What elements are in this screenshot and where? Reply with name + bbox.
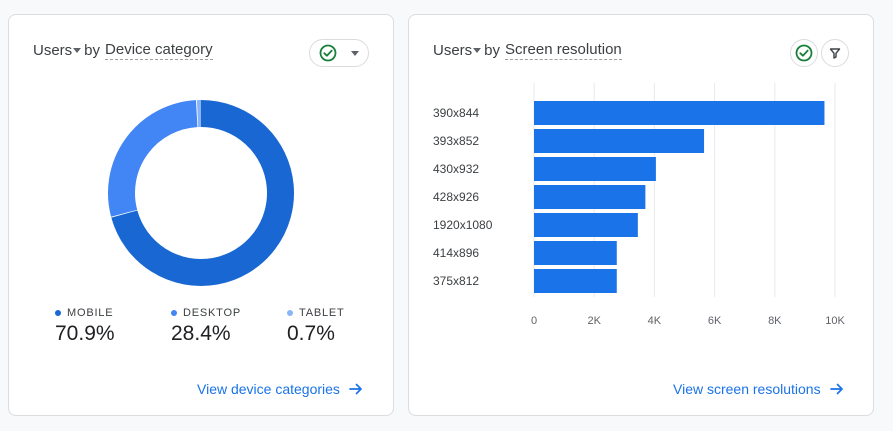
- legend-label: DESKTOP: [183, 307, 241, 319]
- arrow-right-icon: [830, 382, 844, 396]
- bar[interactable]: [534, 185, 645, 209]
- category-label: 1920x1080: [433, 218, 493, 232]
- bar[interactable]: [534, 157, 656, 181]
- bar[interactable]: [534, 241, 617, 265]
- x-tick-label: 10K: [825, 315, 845, 327]
- legend-item-tablet: TABLET 0.7%: [287, 307, 397, 346]
- screen-resolution-card: Users by Screen resolution 0 2K 4K 6K 8K 10K 3…: [408, 14, 874, 416]
- legend-label: MOBILE: [67, 307, 113, 319]
- arrow-right-icon: [349, 382, 363, 396]
- donut-slice-desktop[interactable]: [122, 114, 197, 214]
- view-screen-resolutions-link[interactable]: View screen resolutions: [673, 381, 844, 397]
- legend-label: TABLET: [299, 307, 345, 319]
- view-device-categories-link[interactable]: View device categories: [197, 381, 363, 397]
- dimension-selector[interactable]: Device category: [105, 41, 213, 60]
- x-tick-label: 6K: [708, 315, 722, 327]
- bar[interactable]: [534, 101, 824, 125]
- category-label: 428x926: [433, 190, 479, 204]
- check-circle-icon: [319, 44, 337, 62]
- bar[interactable]: [534, 269, 617, 293]
- x-tick-label: 0: [531, 315, 537, 327]
- category-label: 390x844: [433, 106, 479, 120]
- donut-chart: [107, 99, 295, 287]
- bar[interactable]: [534, 213, 638, 237]
- x-tick-label: 4K: [648, 315, 662, 327]
- title-by: by: [84, 42, 100, 59]
- link-label: View screen resolutions: [673, 381, 821, 397]
- chevron-down-icon: [351, 51, 359, 56]
- legend-item-mobile: MOBILE 70.9%: [55, 307, 165, 346]
- legend-item-desktop: DESKTOP 28.4%: [171, 307, 281, 346]
- bar-chart: 0 2K 4K 6K 8K 10K 390x844 393x852 430x932 428x926…: [409, 15, 875, 345]
- card-title: Users by Device category: [33, 41, 213, 60]
- device-category-card: Users by Device category MOBILE 70.9% DE…: [8, 14, 394, 416]
- data-quality-menu-button[interactable]: [309, 39, 369, 67]
- legend-value: 70.9%: [55, 322, 165, 346]
- legend-value: 28.4%: [171, 322, 281, 346]
- link-label: View device categories: [197, 381, 340, 397]
- bar[interactable]: [534, 129, 704, 153]
- metric-label: Users: [33, 42, 72, 59]
- legend-dot: [55, 310, 61, 316]
- legend-value: 0.7%: [287, 322, 397, 346]
- category-label: 375x812: [433, 274, 479, 288]
- x-tick-label: 2K: [587, 315, 601, 327]
- category-label: 430x932: [433, 162, 479, 176]
- x-tick-label: 8K: [768, 315, 782, 327]
- legend-dot: [171, 310, 177, 316]
- category-label: 414x896: [433, 246, 479, 260]
- category-label: 393x852: [433, 134, 479, 148]
- metric-selector[interactable]: Users: [33, 42, 84, 59]
- legend-dot: [287, 310, 293, 316]
- caret-down-icon: [73, 48, 81, 53]
